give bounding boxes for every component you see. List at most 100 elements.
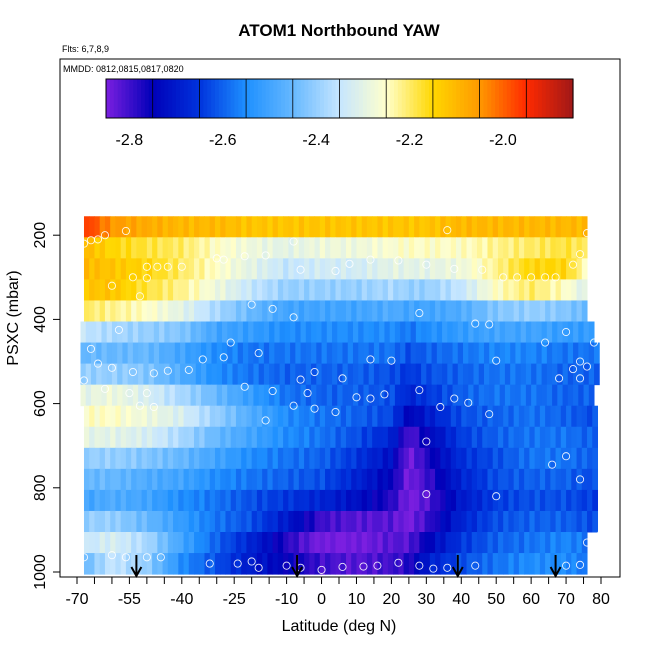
heatmap-cell — [403, 300, 410, 323]
heatmap-cell — [111, 384, 118, 407]
observation-point — [422, 260, 431, 269]
heatmap-cell — [492, 405, 499, 428]
heatmap-cell — [132, 342, 139, 365]
colorbar-tick-label: -2.4 — [302, 132, 330, 149]
observation-point — [575, 560, 585, 569]
heatmap-cell — [104, 447, 111, 470]
heatmap-cell — [450, 489, 457, 512]
heatmap-cell — [256, 489, 263, 512]
heatmap-cell — [272, 532, 279, 554]
heatmap-cell — [325, 237, 331, 259]
heatmap-cell — [445, 447, 452, 470]
x-tick-label: -70 — [65, 591, 88, 608]
colorbar-segment — [335, 79, 341, 118]
heatmap-cell — [104, 553, 111, 575]
heatmap-cell — [152, 216, 158, 238]
heatmap-cell — [111, 363, 118, 386]
heatmap-cell — [225, 216, 232, 238]
heatmap-cell — [546, 363, 553, 386]
heatmap-cell — [251, 532, 258, 554]
heatmap-cell — [178, 510, 185, 533]
heatmap-cell — [442, 321, 448, 344]
flight-marker-arrow — [549, 555, 562, 579]
heatmap-cell — [552, 342, 558, 365]
colorbar-segment — [347, 79, 352, 118]
heatmap-cell — [178, 258, 185, 280]
heatmap-cell — [311, 384, 317, 407]
heatmap-cell — [304, 300, 310, 323]
heatmap-cell — [214, 279, 221, 301]
heatmap-cell — [366, 258, 373, 280]
heatmap-cell — [293, 510, 300, 533]
heatmap-cell — [429, 532, 436, 554]
heatmap-cell — [592, 405, 599, 428]
heatmap-cell — [450, 405, 457, 428]
heatmap-cell — [152, 279, 158, 301]
heatmap-cell — [96, 321, 102, 344]
colorbar-segment — [156, 79, 162, 118]
heatmap-cell — [358, 384, 364, 407]
heatmap-cell — [492, 216, 499, 238]
heatmap-cell — [398, 300, 405, 323]
heatmap-cell — [195, 363, 202, 386]
heatmap-cell — [393, 447, 399, 470]
heatmap-cell — [300, 342, 307, 365]
heatmap-cell — [225, 405, 232, 428]
heatmap-cell — [497, 216, 504, 238]
heatmap-cell — [510, 384, 516, 407]
heatmap-cell — [214, 510, 221, 533]
observation-point — [219, 255, 228, 264]
heatmap-cell — [279, 321, 286, 344]
heatmap-cell — [497, 447, 504, 470]
observation-point — [135, 401, 144, 410]
heatmap-cell — [230, 468, 237, 491]
heatmap-cell — [190, 321, 197, 344]
heatmap-cell — [581, 510, 588, 533]
heatmap-cell — [435, 300, 441, 323]
heatmap-cell — [377, 426, 384, 449]
colorbar — [105, 78, 574, 119]
heatmap-cell — [173, 532, 179, 554]
heatmap-cell — [277, 258, 284, 280]
heatmap-cell — [115, 468, 122, 491]
heatmap-cell — [332, 363, 338, 386]
heatmap-cell — [471, 216, 478, 238]
heatmap-cell — [204, 447, 211, 470]
observation-point — [492, 492, 501, 501]
heatmap-cell — [272, 258, 279, 280]
heatmap-cell — [466, 258, 473, 280]
observation-point — [422, 437, 431, 446]
heatmap-cell — [141, 553, 148, 575]
heatmap-cell — [325, 258, 331, 280]
colorbar-segment — [366, 79, 372, 118]
heatmap-cell — [330, 300, 337, 323]
heatmap-cell — [267, 216, 274, 238]
heatmap-cell — [194, 447, 200, 470]
heatmap-cell — [230, 489, 237, 512]
heatmap-cell — [356, 489, 363, 512]
heatmap-cell — [90, 363, 97, 386]
heatmap-cell — [573, 363, 579, 386]
heatmap-cell — [393, 553, 399, 575]
heatmap-cell — [436, 321, 443, 344]
heatmap-cell — [293, 447, 300, 470]
heatmap-cell — [497, 468, 504, 491]
heatmap-cell — [571, 279, 578, 301]
observation-point — [268, 386, 277, 396]
heatmap-cell — [293, 279, 300, 301]
heatmap-cell — [188, 489, 195, 512]
heatmap-cell — [555, 553, 562, 575]
heatmap-cell — [293, 405, 300, 428]
colorbar-frame — [105, 78, 574, 119]
heatmap-cell — [457, 363, 464, 386]
colorbar-segment — [362, 79, 368, 118]
heatmap-cell — [246, 510, 253, 533]
heatmap-cell — [99, 300, 106, 323]
heatmap-cell — [146, 468, 153, 491]
heatmap-cell — [146, 405, 153, 428]
observation-point — [415, 561, 424, 570]
heatmap-cell — [94, 300, 101, 323]
heatmap-cell — [525, 321, 532, 344]
heatmap-cell — [382, 489, 389, 512]
heatmap-cell — [136, 279, 143, 301]
